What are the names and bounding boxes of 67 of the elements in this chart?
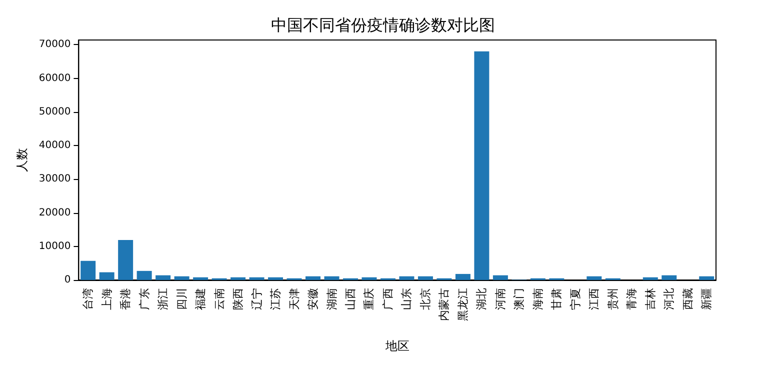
- x-tick-label: 江西: [588, 288, 601, 310]
- x-tick-label: 云南: [212, 288, 226, 310]
- x-axis-title: 地区: [384, 339, 410, 353]
- bar: [399, 276, 414, 280]
- x-tick-label: 贵州: [606, 288, 620, 310]
- x-tick-label: 甘肃: [550, 288, 564, 310]
- x-tick-label: 新疆: [700, 288, 714, 310]
- bar: [662, 275, 677, 280]
- x-tick-label: 湖南: [325, 288, 338, 310]
- y-axis-title: 人数: [15, 148, 29, 172]
- x-tick-label: 宁夏: [568, 288, 582, 310]
- y-tick-label: 70000: [38, 39, 71, 50]
- x-tick-label: 海南: [531, 288, 544, 310]
- x-tick-label: 台湾: [82, 288, 95, 310]
- bar: [249, 277, 264, 280]
- y-tick-label: 60000: [38, 72, 71, 84]
- x-tick-label: 福建: [194, 288, 208, 310]
- x-tick-label: 浙江: [156, 288, 170, 310]
- bar: [80, 260, 96, 280]
- x-tick-label: 内蒙古: [438, 288, 451, 321]
- x-tick-label: 陕西: [232, 288, 245, 310]
- x-tick-label: 天津: [288, 288, 301, 310]
- y-tick-label: 50000: [38, 106, 71, 118]
- chart-title: 中国不同省份疫情确诊数对比图: [271, 16, 495, 34]
- bar: [156, 275, 171, 280]
- bar: [418, 276, 433, 280]
- x-tick-label: 上海: [100, 288, 114, 310]
- bar: [118, 240, 134, 280]
- bar: [306, 276, 321, 280]
- bar: [492, 275, 508, 280]
- x-tick-label: 辽宁: [250, 288, 264, 310]
- x-tick-label: 重庆: [362, 288, 376, 310]
- x-tick-label: 河北: [662, 288, 676, 310]
- x-tick-label: 青海: [625, 288, 638, 310]
- x-tick-label: 山东: [400, 288, 414, 310]
- x-tick-label: 安徽: [306, 288, 320, 310]
- x-tick-label: 西藏: [681, 288, 694, 310]
- x-tick-label: 广西: [381, 288, 394, 310]
- x-tick-label: 北京: [418, 288, 432, 310]
- x-tick-label: 香港: [119, 288, 132, 310]
- bar: [699, 276, 714, 280]
- bar: [136, 270, 152, 280]
- bar: [455, 274, 470, 280]
- bar: [324, 276, 340, 280]
- bar: [586, 276, 602, 280]
- x-tick-label: 广东: [138, 288, 151, 310]
- y-tick-label: 0: [64, 274, 71, 286]
- bar: [99, 272, 114, 280]
- bar: [174, 276, 190, 280]
- y-tick-label: 30000: [38, 174, 71, 185]
- y-tick-label: 20000: [38, 207, 71, 218]
- x-tick-label: 湖北: [475, 288, 488, 310]
- bar: [268, 277, 284, 280]
- bar: [642, 277, 658, 280]
- y-tick-label: 40000: [38, 140, 71, 152]
- x-tick-label: 河南: [494, 288, 507, 310]
- x-tick-label: 江苏: [269, 288, 282, 310]
- bar: [230, 277, 246, 280]
- x-tick-label: 吉林: [644, 288, 657, 310]
- x-tick-label: 山西: [344, 288, 357, 310]
- x-tick-label: 黑龙江: [456, 288, 470, 321]
- bar: [474, 51, 490, 280]
- bar: [362, 277, 377, 280]
- y-tick-label: 10000: [38, 240, 71, 252]
- bar: [193, 277, 208, 280]
- x-tick-label: 澳门: [512, 288, 526, 310]
- x-tick-label: 四川: [175, 288, 188, 310]
